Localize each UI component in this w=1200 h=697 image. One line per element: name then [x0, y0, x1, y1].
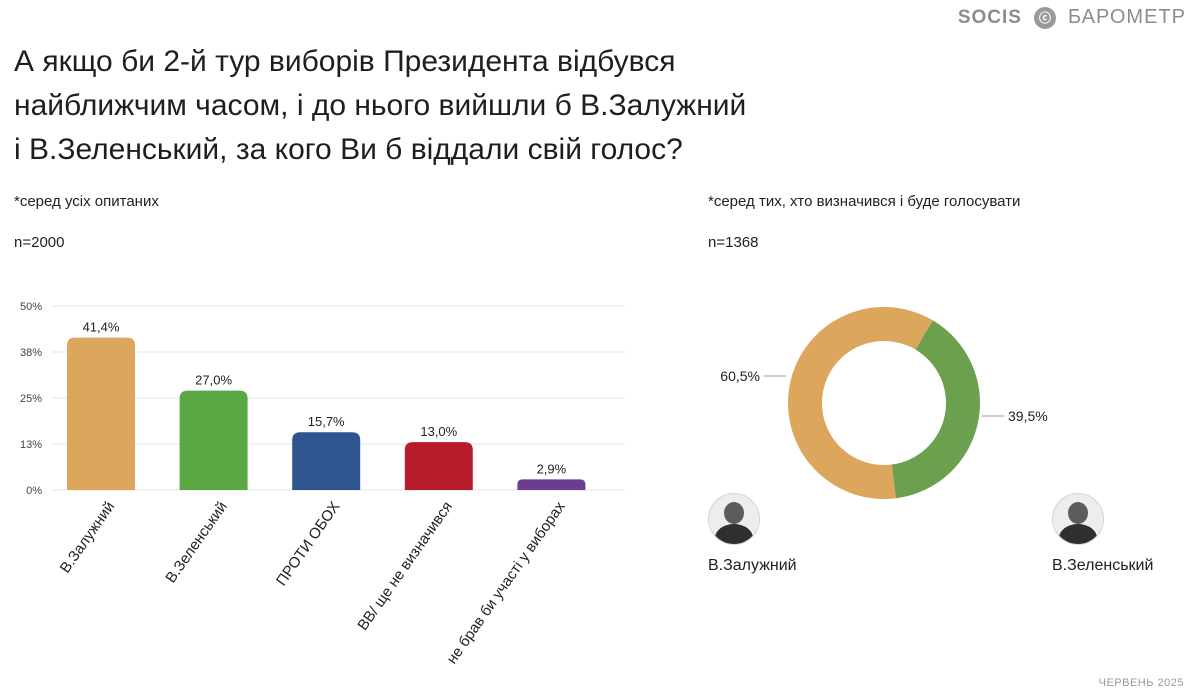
bar-value-label: 41,4%	[83, 320, 120, 335]
y-tick-label: 0%	[26, 485, 42, 497]
legend-label-zelenskyi: В.Зеленський	[1052, 557, 1154, 574]
donut-chart: 60,5% 39,5%	[720, 307, 1048, 499]
x-tick-label: не брав би участі у виборах	[443, 498, 568, 667]
left-sample-note: *серед усіх опитаних	[14, 193, 159, 210]
right-sample-size: n=1368	[708, 234, 759, 251]
x-tick-label: ВВ/ ще не визначився	[354, 499, 456, 634]
brand-logo: SOCIS ⓒ БАРОМЕТР	[958, 6, 1186, 29]
y-tick-label: 38%	[20, 347, 42, 359]
title-line-3: і В.Зеленський, за кого Ви б віддали сві…	[14, 133, 683, 166]
date-footer: ЧЕРВЕНЬ 2025	[1098, 677, 1184, 689]
x-tick-label: В.Залужний	[57, 499, 119, 577]
portrait-icon	[708, 493, 760, 545]
donut-slice	[891, 320, 980, 499]
emblem-icon: ⓒ	[1033, 6, 1056, 29]
slice-value-label: 39,5%	[1008, 408, 1048, 424]
y-tick-label: 13%	[20, 439, 42, 451]
bar-value-label: 15,7%	[308, 414, 345, 429]
bar	[179, 390, 248, 490]
bar-value-label: 2,9%	[537, 461, 567, 476]
bar	[292, 432, 361, 490]
portrait-icon	[1052, 493, 1104, 545]
x-tick-label: В.Зеленський	[162, 499, 230, 587]
donut-slice	[788, 307, 933, 499]
bar	[67, 337, 135, 490]
legend-zaluzhnyi: В.Залужний	[708, 493, 797, 575]
barometer-logo: БАРОМЕТР	[1067, 6, 1186, 28]
legend-label-zaluzhnyi: В.Залужний	[708, 557, 797, 574]
right-sample-note: *серед тих, хто визначився і буде голосу…	[708, 193, 1021, 210]
bar	[404, 442, 473, 490]
title-line-2: найближчим часом, і до нього вийшли б В.…	[14, 89, 747, 122]
bar-value-label: 13,0%	[420, 424, 457, 439]
socis-logo: SOCIS	[957, 6, 1022, 28]
x-tick-label: ПРОТИ ОБОХ	[273, 499, 343, 590]
slice-value-label: 60,5%	[720, 368, 760, 384]
bar-chart: 0% 13% 25% 38% 50% 41,4% В.Залужний 27,0% В.Зеле…	[20, 301, 625, 667]
left-sample-size: n=2000	[14, 234, 65, 251]
bar	[517, 479, 586, 490]
title-line-1: А якщо би 2-й тур виборів Президента від…	[14, 45, 676, 78]
legend-zelenskyi: В.Зеленський	[1052, 493, 1153, 575]
y-tick-label: 25%	[20, 393, 42, 405]
y-tick-label: 50%	[20, 301, 42, 313]
bar-value-label: 27,0%	[195, 373, 232, 388]
page-title: А якщо би 2-й тур виборів Президента від…	[14, 40, 914, 172]
